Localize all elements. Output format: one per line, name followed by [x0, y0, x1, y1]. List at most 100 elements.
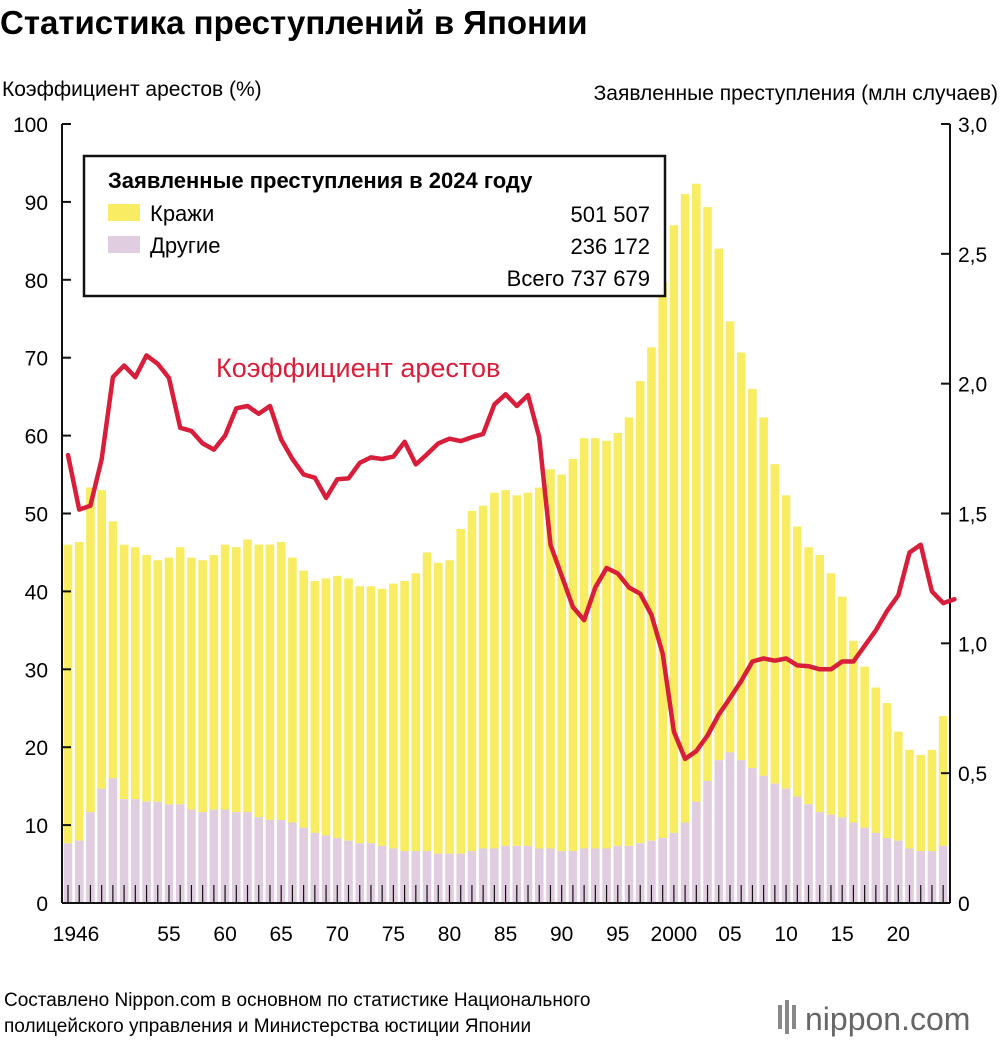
legend-value-theft: 501 507 [570, 202, 650, 227]
bar-theft-1947 [74, 542, 84, 841]
bar-other-2003 [703, 780, 712, 903]
y-left-tick-70: 70 [25, 348, 48, 371]
legend-swatch-other [108, 236, 140, 253]
bar-other-1961 [232, 812, 241, 903]
bar-theft-1949 [97, 490, 106, 789]
bar-theft-1953 [142, 555, 151, 802]
y-left-tick-80: 80 [25, 270, 48, 293]
bar-other-2016 [849, 822, 858, 903]
bar-other-1962 [243, 812, 252, 903]
bar-other-1965 [276, 819, 286, 903]
bar-theft-1994 [602, 440, 611, 849]
bar-other-1982 [467, 851, 477, 903]
bar-theft-1963 [254, 544, 264, 818]
bar-other-2013 [815, 812, 825, 903]
bar-other-1972 [355, 843, 365, 903]
x-tick-55: 55 [157, 923, 180, 946]
arrest-rate-line-group [65, 353, 957, 762]
bar-other-1971 [344, 840, 353, 903]
bar-theft-1989 [546, 469, 555, 849]
bar-theft-2013 [815, 555, 825, 813]
bar-theft-1962 [243, 539, 252, 813]
bar-theft-1979 [433, 562, 443, 854]
legend-swatch-theft [108, 204, 140, 221]
bar-other-1986 [512, 845, 522, 903]
y-left-tick-60: 60 [25, 426, 48, 449]
bar-other-1989 [546, 848, 555, 903]
bar-theft-2014 [826, 573, 836, 815]
bar-theft-1969 [321, 578, 331, 836]
bar-other-1981 [456, 853, 465, 903]
bar-other-1995 [613, 845, 623, 903]
bar-theft-1959 [209, 555, 219, 810]
bar-other-1991 [568, 851, 578, 903]
bar-theft-2024 [938, 716, 948, 846]
bar-theft-2011 [793, 526, 802, 797]
bar-other-2007 [748, 767, 757, 903]
bar-theft-2021 [905, 749, 914, 849]
bar-theft-1972 [355, 586, 365, 844]
axes-group: 0 10 20 30 40 50 60 70 80 90 100 0 0,5 1,0 1,5 2,0 2,5 3,… [13, 114, 987, 946]
bar-other-1953 [142, 801, 151, 903]
bar-theft-2015 [837, 596, 847, 818]
y-left-tick-50: 50 [25, 504, 48, 527]
x-tick-85: 85 [494, 923, 517, 946]
x-tick-2000: 2000 [651, 923, 698, 946]
bar-theft-1985 [501, 490, 510, 846]
bar-theft-1993 [591, 438, 600, 849]
y-left-tick-0: 0 [36, 893, 48, 916]
bar-theft-1950 [108, 521, 118, 779]
bar-other-1966 [288, 822, 297, 903]
bar-theft-1982 [467, 510, 477, 852]
bar-theft-2008 [759, 417, 768, 776]
bar-theft-1951 [119, 544, 129, 800]
bar-other-1993 [591, 848, 600, 903]
bar-theft-1971 [344, 578, 353, 841]
x-tick-60: 60 [213, 923, 236, 946]
bar-other-1983 [478, 848, 488, 903]
bar-theft-2005 [725, 321, 735, 753]
bar-theft-1977 [411, 573, 421, 852]
legend-total: Всего 737 679 [507, 266, 650, 291]
bar-other-1973 [366, 843, 376, 903]
bar-theft-1995 [613, 433, 623, 846]
bar-other-1959 [209, 809, 219, 903]
bar-theft-1981 [456, 529, 465, 854]
bar-theft-1999 [658, 282, 667, 839]
bars-group [63, 183, 948, 903]
bar-theft-1983 [478, 505, 488, 849]
bar-other-1988 [534, 848, 544, 903]
bar-theft-1964 [265, 544, 275, 820]
bar-theft-2007 [748, 388, 757, 768]
bar-other-1967 [299, 827, 308, 903]
bar-theft-1968 [310, 581, 320, 833]
bar-theft-1952 [131, 547, 140, 800]
bar-other-1985 [501, 845, 510, 903]
bar-theft-2019 [882, 703, 892, 839]
bar-other-1975 [389, 848, 398, 903]
bar-other-1984 [490, 848, 499, 903]
bar-other-1947 [74, 840, 84, 903]
bar-theft-1960 [220, 544, 230, 810]
bar-other-1952 [131, 799, 140, 903]
y-axis-right-title: Заявленные преступления (млн случаев) [594, 82, 998, 105]
bar-theft-1988 [534, 487, 544, 849]
bar-other-2024 [938, 845, 948, 903]
bar-theft-1965 [276, 542, 286, 820]
bar-theft-1987 [523, 492, 533, 846]
bar-theft-1984 [490, 492, 499, 849]
x-tick-70: 70 [326, 923, 349, 946]
x-tick-75: 75 [382, 923, 405, 946]
bar-other-1950 [108, 778, 118, 903]
y-left-tick-40: 40 [25, 581, 48, 604]
bar-theft-2001 [680, 194, 690, 823]
bar-other-2002 [692, 801, 701, 903]
nippon-logo: nippon.com [778, 1000, 970, 1037]
bar-other-2014 [826, 814, 836, 903]
bar-other-1948 [86, 812, 95, 903]
y-axis-left-title: Коэффициент арестов (%) [2, 78, 262, 101]
bar-other-1996 [624, 845, 634, 903]
x-tick-20: 20 [887, 923, 910, 946]
bar-other-1997 [635, 843, 645, 903]
